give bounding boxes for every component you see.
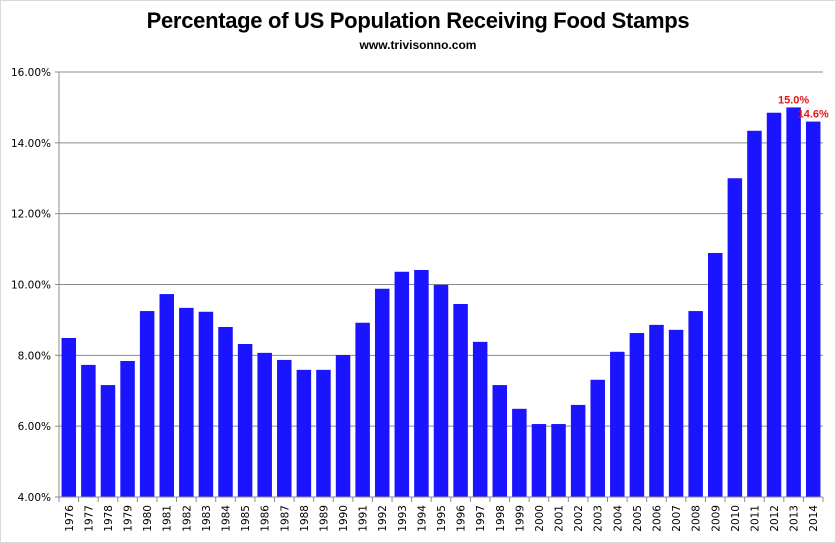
y-tick-label: 12.00% [11, 209, 51, 221]
data-label-2014: 14.6% [798, 109, 829, 121]
x-tick-label: 1986 [260, 505, 272, 532]
x-tick-label: 1997 [475, 505, 487, 532]
y-tick-label: 14.00% [11, 138, 51, 150]
x-tick-label: 1984 [221, 505, 233, 532]
bar-2011 [747, 130, 762, 497]
chart-title: Percentage of US Population Receiving Fo… [146, 8, 690, 33]
bar-1990 [335, 354, 351, 497]
chart-subtitle: www.trivisonno.com [359, 38, 477, 52]
x-tick-label: 2010 [730, 505, 742, 532]
bar-2007 [668, 329, 684, 497]
bar-2002 [570, 404, 586, 497]
bar-1982 [179, 307, 194, 497]
x-tick-label: 2013 [789, 505, 801, 532]
x-tick-label: 2005 [632, 505, 644, 532]
x-tick-label: 2002 [573, 505, 585, 532]
x-tick-label: 1993 [397, 505, 409, 532]
x-tick-label: 2004 [612, 505, 624, 532]
bar-1984 [218, 327, 233, 497]
x-tick-label: 2014 [808, 505, 820, 532]
x-tick-label: 1980 [142, 505, 154, 532]
x-tick-label: 2003 [593, 505, 605, 532]
bar-2005 [629, 333, 645, 497]
bar-2000 [531, 424, 547, 497]
x-tick-label: 1985 [240, 505, 252, 532]
bar-1991 [355, 322, 370, 497]
bar-2006 [649, 324, 664, 497]
bar-1983 [198, 311, 214, 497]
y-axis: 4.00% 6.00% 8.00% 10.00% 12.00% 14.00% 16.00% [11, 67, 60, 504]
y-tick-label: 8.00% [18, 350, 51, 362]
bar-1980 [139, 311, 155, 497]
bar-2014 [805, 121, 821, 497]
x-tick-label: 1995 [436, 505, 448, 532]
bar-1978 [100, 385, 116, 497]
x-tick-label: 1977 [83, 505, 95, 532]
x-tick-label: 1998 [495, 505, 507, 532]
x-tick-label: 2009 [710, 505, 722, 532]
x-tick-label: 1994 [416, 505, 428, 532]
bar-2012 [766, 112, 782, 498]
bar-2003 [590, 379, 605, 497]
bar-1981 [159, 294, 174, 497]
x-tick-label: 1983 [201, 505, 213, 532]
bar-2001 [551, 424, 566, 497]
y-tick-label: 6.00% [18, 421, 51, 433]
bars [61, 107, 821, 498]
bar-2004 [610, 351, 625, 497]
bar-1992 [374, 288, 390, 497]
bar-1989 [316, 369, 331, 497]
x-tick-label: 1976 [64, 505, 76, 532]
bar-1979 [120, 361, 135, 497]
x-tick-label: 1979 [123, 505, 135, 532]
y-tick-label: 16.00% [11, 67, 51, 79]
x-tick-label: 1987 [279, 505, 291, 532]
bar-1986 [257, 352, 272, 497]
x-tick-label: 2006 [651, 505, 663, 532]
x-tick-label: 2012 [769, 505, 781, 532]
bar-1987 [277, 359, 292, 497]
bar-1988 [296, 369, 312, 497]
y-tick-label: 10.00% [11, 280, 51, 292]
bar-2010 [727, 178, 743, 497]
x-tick-label: 1982 [181, 505, 193, 532]
data-labels: 15.0% 14.6% [778, 94, 829, 120]
x-tick-label: 2000 [534, 505, 546, 532]
x-tick-label: 1990 [338, 505, 350, 532]
bar-1977 [81, 364, 96, 497]
bar-1985 [237, 344, 253, 497]
bar-2008 [688, 311, 703, 497]
bar-1996 [453, 303, 468, 497]
x-tick-label: 1989 [318, 505, 330, 532]
x-axis: 1976 1977 1978 1979 1980 1981 1982 1983 1984 1985… [58, 496, 824, 532]
bar-2013 [786, 107, 801, 498]
x-tick-label: 2001 [554, 505, 566, 532]
x-tick-label: 1981 [162, 505, 174, 532]
bar-1995 [433, 284, 449, 497]
x-tick-label: 1992 [377, 505, 389, 532]
x-tick-label: 2011 [749, 505, 761, 532]
x-tick-label: 1999 [514, 505, 526, 532]
bar-1998 [492, 385, 508, 497]
x-tick-label: 2008 [691, 505, 703, 532]
x-tick-label: 1978 [103, 505, 115, 532]
bar-2009 [708, 252, 723, 497]
x-tick-label: 1988 [299, 505, 311, 532]
bar-1976 [61, 337, 77, 497]
x-tick-label: 1991 [358, 505, 370, 532]
x-tick-label: 2007 [671, 505, 683, 532]
bar-1997 [472, 341, 488, 497]
bar-1993 [394, 271, 410, 497]
y-tick-label: 4.00% [18, 492, 51, 504]
bar-1994 [414, 269, 429, 497]
bar-1999 [512, 408, 527, 497]
data-label-2013: 15.0% [778, 94, 809, 106]
x-tick-label: 1996 [456, 505, 468, 532]
